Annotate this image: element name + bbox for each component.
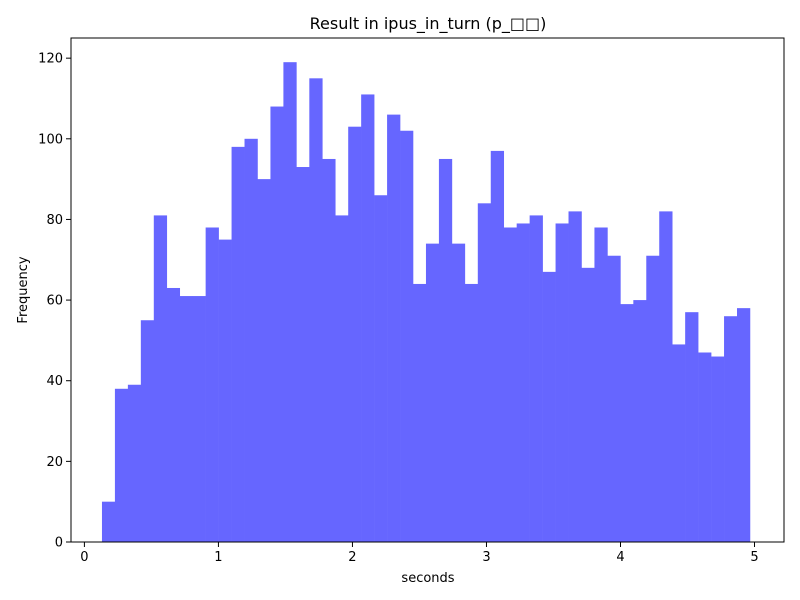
histogram-bar [140, 320, 155, 542]
histogram-bar [166, 287, 181, 542]
histogram-bar [503, 227, 517, 542]
histogram-bar [581, 267, 595, 542]
histogram-bar [218, 239, 232, 542]
histogram-bar [646, 255, 660, 543]
histogram-bar [231, 146, 245, 543]
histogram-bar [257, 179, 271, 542]
histogram-bar [387, 114, 401, 543]
histogram-bar [244, 138, 258, 543]
histogram-bar [529, 215, 543, 542]
y-tick-label: 100 [38, 132, 63, 147]
histogram-bar [698, 352, 712, 542]
x-axis-ticks: 0 1 2 3 4 5 [80, 542, 759, 565]
histogram-bar [153, 215, 168, 542]
bars-group [101, 62, 751, 543]
histogram-bar [568, 211, 582, 542]
y-tick-label: 40 [46, 374, 63, 389]
histogram-bar [114, 388, 129, 542]
x-tick-label: 0 [80, 550, 88, 565]
x-tick-label: 3 [482, 550, 490, 565]
histogram-bar [711, 356, 725, 542]
histogram-bar [296, 167, 310, 542]
chart-title: Result in ipus_in_turn (p_□□) [310, 14, 547, 34]
y-tick-label: 80 [46, 213, 63, 228]
histogram-bar [516, 223, 530, 542]
histogram-bar [451, 243, 466, 542]
y-axis-ticks: 0 20 40 60 80 100 120 [38, 52, 71, 551]
y-tick-label: 0 [55, 536, 63, 551]
x-tick-label: 1 [214, 550, 222, 565]
histogram-bar [620, 304, 634, 542]
histogram-bar [672, 344, 686, 542]
histogram-bar [179, 296, 193, 542]
x-tick-label: 5 [750, 550, 758, 565]
x-tick-label: 4 [616, 550, 624, 565]
x-tick-label: 2 [348, 550, 356, 565]
histogram-bar [374, 195, 388, 542]
histogram-bar [283, 62, 297, 542]
histogram-bar [607, 255, 621, 543]
histogram-bar [594, 227, 608, 542]
histogram-bar [425, 243, 440, 542]
histogram-bar [542, 271, 556, 542]
histogram-bar [724, 316, 738, 542]
histogram-bar [335, 215, 349, 542]
histogram-bar [477, 203, 492, 542]
y-tick-label: 60 [46, 294, 63, 309]
y-tick-label: 20 [46, 455, 63, 470]
histogram-bar [309, 78, 323, 542]
histogram-bar [659, 211, 673, 542]
histogram-bar [192, 296, 206, 542]
y-axis-label: Frequency [16, 256, 31, 323]
histogram-bar [348, 126, 362, 542]
histogram-bar [555, 223, 569, 542]
histogram-bar [400, 130, 414, 543]
histogram-bar [101, 501, 116, 542]
histogram-bar [685, 312, 699, 542]
histogram-bar [464, 283, 479, 542]
histogram-bar [490, 150, 505, 542]
x-axis-label: seconds [401, 571, 454, 586]
histogram-bar [205, 227, 219, 542]
y-tick-label: 120 [38, 52, 63, 67]
histogram-bar [361, 94, 375, 542]
histogram-bar [413, 283, 427, 542]
histogram-bar [633, 300, 647, 542]
plot-frame [70, 37, 785, 543]
histogram-bar [438, 158, 453, 542]
histogram-bar [737, 308, 751, 542]
histogram-bar [270, 106, 284, 542]
histogram-bar [322, 158, 336, 542]
histogram-bar [127, 384, 142, 542]
